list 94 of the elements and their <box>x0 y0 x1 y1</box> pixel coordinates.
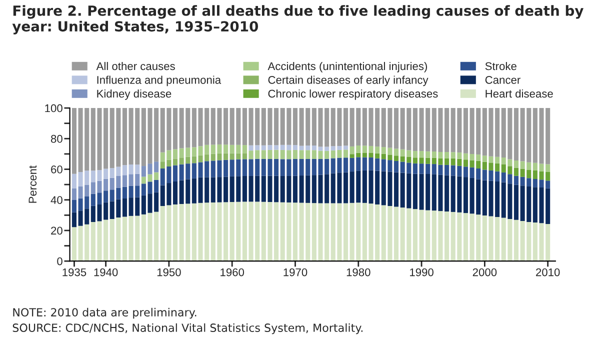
bar <box>514 168 519 176</box>
bar <box>224 108 228 145</box>
bar <box>463 108 468 154</box>
source-note: SOURCE: CDC/NCHS, National Vital Statistics System, Mortality. <box>12 323 362 334</box>
bar <box>514 176 519 185</box>
legend-label: Chronic lower respiratory diseases <box>268 89 438 100</box>
bar <box>172 158 178 166</box>
x-tick-label: 2010 <box>536 268 560 276</box>
legend-label: Stroke <box>485 62 516 70</box>
bar <box>224 202 228 262</box>
bar <box>122 216 128 262</box>
bar <box>242 202 247 262</box>
bar <box>72 188 76 200</box>
legend-label: Kidney disease <box>97 89 172 100</box>
bar <box>72 200 76 212</box>
bar <box>172 204 178 262</box>
bar <box>463 160 468 167</box>
bar <box>224 176 228 202</box>
x-tick-label: 1935 <box>62 268 86 276</box>
bar <box>463 166 468 178</box>
y-tick-label: 20 <box>51 226 62 235</box>
bar <box>72 212 76 228</box>
bar <box>463 213 468 262</box>
bar <box>343 172 348 204</box>
x-tick-label: 1960 <box>220 268 244 276</box>
bar <box>242 176 247 202</box>
bar <box>343 146 348 150</box>
bar <box>292 158 298 176</box>
bar <box>242 145 247 154</box>
bar <box>224 144 228 154</box>
bar <box>412 174 418 210</box>
bar <box>394 148 399 156</box>
bar <box>394 156 399 161</box>
bar <box>172 181 178 204</box>
bar <box>343 108 348 146</box>
bar <box>514 108 519 161</box>
y-tick-label: 0 <box>57 257 62 266</box>
bar <box>412 151 418 158</box>
x-tick-label: 2000 <box>472 268 497 276</box>
bar <box>72 227 76 262</box>
bar <box>122 175 128 187</box>
bar <box>343 158 348 172</box>
bar <box>172 149 178 159</box>
bar <box>122 165 128 176</box>
x-tick-label: 1950 <box>157 268 181 276</box>
bar <box>172 108 178 150</box>
y-axis-title: Percent <box>28 165 37 203</box>
bar <box>122 198 128 217</box>
legend-label: Influenza and pneumonia <box>97 76 222 86</box>
bar <box>242 159 247 176</box>
bar <box>292 145 298 150</box>
legend-label: Heart disease <box>486 89 553 98</box>
legend-label: All other causes <box>96 62 175 70</box>
x-tick-label: 1970 <box>284 268 308 276</box>
bar <box>224 153 228 160</box>
bar <box>412 163 418 174</box>
bar <box>463 177 468 214</box>
bar <box>292 108 298 146</box>
legend-label: Accidents (unintentional injuries) <box>268 62 427 72</box>
bar <box>292 202 298 262</box>
bar <box>72 174 76 188</box>
bar <box>514 220 519 262</box>
text: NOTE: 2010 data are preliminary. <box>13 308 196 319</box>
x-tick-label: 1940 <box>94 268 118 276</box>
bar <box>242 153 247 160</box>
bar <box>172 165 178 182</box>
y-tick-label: 80 <box>50 134 62 143</box>
bar <box>292 150 298 159</box>
chart-title: Figure 2. Percentage of all deaths due to five leading causes of death by year: United States, 1935–2010 <box>12 5 584 34</box>
legend-label: Cancer <box>485 76 520 84</box>
y-tick-label: 40 <box>50 196 62 204</box>
bar <box>122 186 128 198</box>
bar <box>412 108 418 152</box>
bar <box>394 172 399 207</box>
bar <box>343 150 348 158</box>
bar <box>514 184 519 220</box>
x-tick-label: 1980 <box>346 268 370 276</box>
bar <box>394 160 399 172</box>
y-tick-label: 60 <box>51 166 62 174</box>
bar <box>224 160 228 177</box>
bar <box>72 108 76 174</box>
bar <box>343 203 348 262</box>
bar <box>412 158 418 164</box>
bar <box>242 108 247 146</box>
x-tick-label: 1990 <box>410 268 434 276</box>
bar <box>514 160 519 168</box>
y-tick-label: 100 <box>45 104 62 112</box>
bar <box>122 108 128 166</box>
legend-label: Certain diseases of early infancy <box>268 76 428 86</box>
bar <box>394 108 399 149</box>
bar <box>412 209 418 262</box>
bar <box>463 153 468 160</box>
bar <box>292 176 298 203</box>
bar <box>394 206 399 262</box>
